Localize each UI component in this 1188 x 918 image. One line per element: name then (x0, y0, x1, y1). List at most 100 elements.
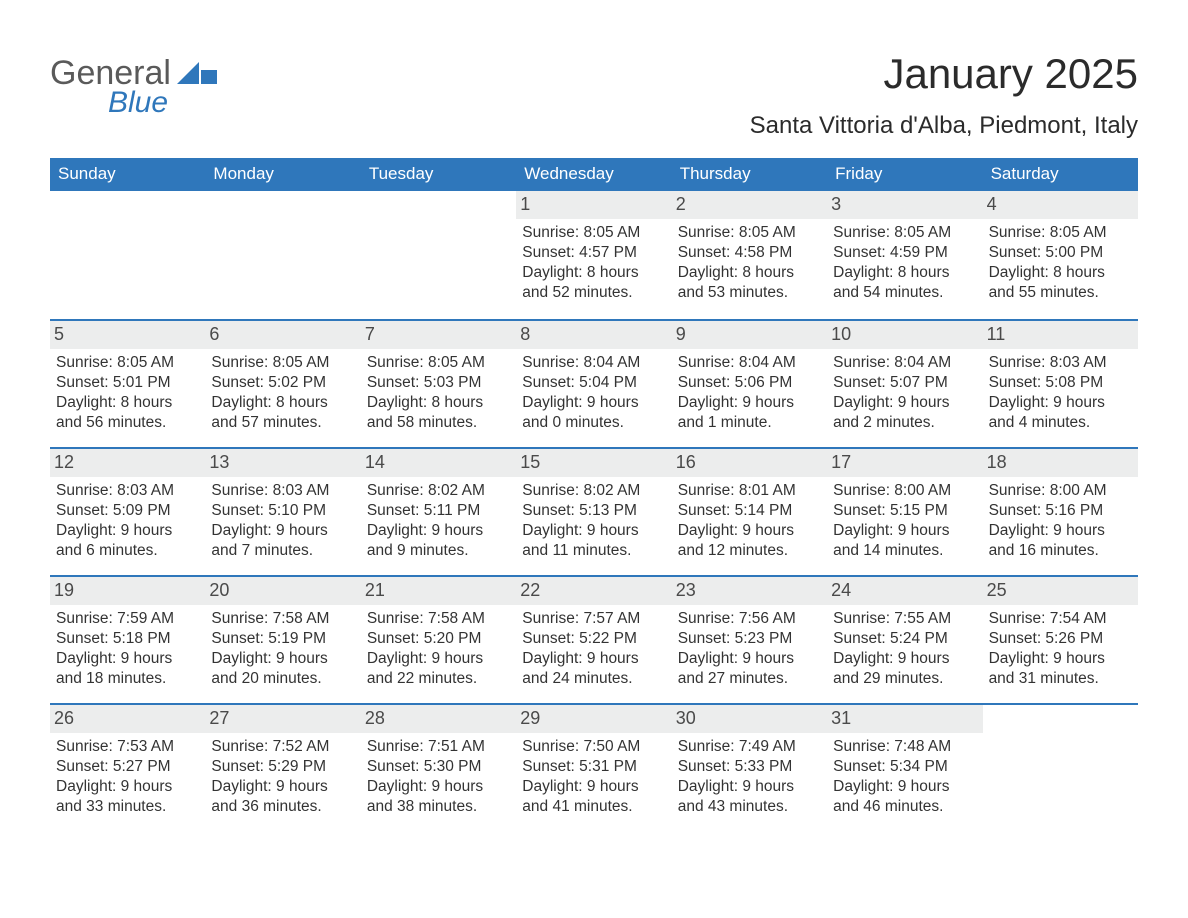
daylight-text: Daylight: 9 hours and 27 minutes. (678, 649, 821, 689)
day-cell: 20Sunrise: 7:58 AMSunset: 5:19 PMDayligh… (205, 577, 360, 703)
day-cell: 13Sunrise: 8:03 AMSunset: 5:10 PMDayligh… (205, 449, 360, 575)
day-number: 4 (983, 191, 1138, 219)
week-row: 26Sunrise: 7:53 AMSunset: 5:27 PMDayligh… (50, 703, 1138, 831)
day-cell: 22Sunrise: 7:57 AMSunset: 5:22 PMDayligh… (516, 577, 671, 703)
sunrise-text: Sunrise: 7:59 AM (56, 609, 199, 629)
daylight-text: Daylight: 8 hours and 54 minutes. (833, 263, 976, 303)
daylight-text: Daylight: 9 hours and 41 minutes. (522, 777, 665, 817)
day-number: 6 (205, 321, 360, 349)
day-cell: 8Sunrise: 8:04 AMSunset: 5:04 PMDaylight… (516, 321, 671, 447)
sunrise-text: Sunrise: 8:04 AM (678, 353, 821, 373)
day-number: 23 (672, 577, 827, 605)
day-cell: 5Sunrise: 8:05 AMSunset: 5:01 PMDaylight… (50, 321, 205, 447)
sunset-text: Sunset: 5:22 PM (522, 629, 665, 649)
day-cell: . (361, 191, 516, 319)
weekday-header: Friday (827, 158, 982, 191)
daylight-text: Daylight: 9 hours and 46 minutes. (833, 777, 976, 817)
day-cell: 9Sunrise: 8:04 AMSunset: 5:06 PMDaylight… (672, 321, 827, 447)
weekday-header: Tuesday (361, 158, 516, 191)
sunset-text: Sunset: 5:13 PM (522, 501, 665, 521)
sunset-text: Sunset: 5:14 PM (678, 501, 821, 521)
day-cell: . (205, 191, 360, 319)
day-cell: 29 Sunrise: 7:50 AMSunset: 5:31 PMDayligh… (516, 705, 671, 831)
sunrise-text: Sunrise: 7:51 AM (367, 737, 510, 757)
day-cell: 26Sunrise: 7:53 AMSunset: 5:27 PMDayligh… (50, 705, 205, 831)
week-row: 19 Sunrise: 7:59 AMSunset: 5:18 PM Dayligh… (50, 575, 1138, 703)
sunset-text: Sunset: 4:58 PM (678, 243, 821, 263)
sunset-text: Sunset: 5:34 PM (833, 757, 976, 777)
sunset-text: Sunset: 5:15 PM (833, 501, 976, 521)
day-number: 9 (672, 321, 827, 349)
day-number: 29 (516, 705, 671, 733)
sunrise-text: Sunrise: 7:58 AM (211, 609, 354, 629)
daylight-text: Daylight: 9 hours and 1 minute. (678, 393, 821, 433)
location-subtitle: Santa Vittoria d'Alba, Piedmont, Italy (750, 112, 1138, 140)
sunset-text: Sunset: 5:10 PM (211, 501, 354, 521)
day-cell: 31Sunrise: 7:48 AMSunset: 5:34 PMDayligh… (827, 705, 982, 831)
day-number: 3 (827, 191, 982, 219)
day-cell: 18Sunrise: 8:00 AMSunset: 5:16 PMDayligh… (983, 449, 1138, 575)
sunrise-text: Sunrise: 7:48 AM (833, 737, 976, 757)
sunrise-text: Sunrise: 8:05 AM (989, 223, 1132, 243)
day-number: 14 (361, 449, 516, 477)
sunrise-text: Sunrise: 7:56 AM (678, 609, 821, 629)
daylight-text: Daylight: 8 hours and 58 minutes. (367, 393, 510, 433)
logo-text-general: General (50, 56, 171, 90)
daylight-text: Daylight: 9 hours and 0 minutes. (522, 393, 665, 433)
sunrise-text: Sunrise: 8:03 AM (56, 481, 199, 501)
sunrise-text: Sunrise: 8:05 AM (522, 223, 665, 243)
sunrise-text: Sunrise: 8:02 AM (522, 481, 665, 501)
sunset-text: Sunset: 4:59 PM (833, 243, 976, 263)
sunrise-text: Sunrise: 7:57 AM (522, 609, 665, 629)
sunrise-text: Sunrise: 8:05 AM (211, 353, 354, 373)
day-number: 19 (50, 577, 205, 605)
week-row: 5Sunrise: 8:05 AMSunset: 5:01 PMDaylight… (50, 319, 1138, 447)
daylight-text: Daylight: 8 hours and 53 minutes. (678, 263, 821, 303)
day-number: 20 (205, 577, 360, 605)
sunrise-text: Sunrise: 8:00 AM (989, 481, 1132, 501)
sunset-text: Sunset: 5:23 PM (678, 629, 821, 649)
sunset-text: Sunset: 5:00 PM (989, 243, 1132, 263)
day-number: 15 (516, 449, 671, 477)
day-number: 24 (827, 577, 982, 605)
day-number: 1 (516, 191, 671, 219)
sunset-text: Sunset: 5:19 PM (211, 629, 354, 649)
sunrise-text: Sunrise: 7:58 AM (367, 609, 510, 629)
page-header: General Blue January 2025 Santa Vittoria… (50, 50, 1138, 140)
sunset-text: Sunset: 5:01 PM (56, 373, 199, 393)
day-cell: 1Sunrise: 8:05 AMSunset: 4:57 PMDaylight… (516, 191, 671, 319)
sunrise-text: Sunrise: 7:50 AM (522, 737, 665, 757)
sunset-text: Sunset: 5:33 PM (678, 757, 821, 777)
day-number: 27 (205, 705, 360, 733)
sunrise-text: Sunrise: 7:54 AM (989, 609, 1132, 629)
calendar: Sunday Monday Tuesday Wednesday Thursday… (50, 158, 1138, 831)
daylight-text: Daylight: 9 hours and 24 minutes. (522, 649, 665, 689)
sunset-text: Sunset: 5:31 PM (522, 757, 665, 777)
day-number: 2 (672, 191, 827, 219)
daylight-text: Daylight: 9 hours and 22 minutes. (367, 649, 510, 689)
weekday-header: Monday (205, 158, 360, 191)
day-cell: 15Sunrise: 8:02 AMSunset: 5:13 PMDayligh… (516, 449, 671, 575)
day-cell: 16Sunrise: 8:01 AMSunset: 5:14 PMDayligh… (672, 449, 827, 575)
sunset-text: Sunset: 5:07 PM (833, 373, 976, 393)
day-cell: 2Sunrise: 8:05 AMSunset: 4:58 PMDaylight… (672, 191, 827, 319)
sunrise-text: Sunrise: 8:05 AM (56, 353, 199, 373)
title-block: January 2025 Santa Vittoria d'Alba, Pied… (750, 50, 1138, 140)
month-title: January 2025 (750, 50, 1138, 98)
day-cell: 14Sunrise: 8:02 AMSunset: 5:11 PMDayligh… (361, 449, 516, 575)
sunrise-text: Sunrise: 7:53 AM (56, 737, 199, 757)
daylight-text: Daylight: 9 hours and 43 minutes. (678, 777, 821, 817)
sunset-text: Sunset: 5:11 PM (367, 501, 510, 521)
sunset-text: Sunset: 5:24 PM (833, 629, 976, 649)
day-cell: 21Sunrise: 7:58 AMSunset: 5:20 PMDayligh… (361, 577, 516, 703)
sunset-text: Sunset: 5:29 PM (211, 757, 354, 777)
daylight-text: Daylight: 9 hours and 33 minutes. (56, 777, 199, 817)
day-number: 7 (361, 321, 516, 349)
daylight-text: Daylight: 9 hours and 16 minutes. (989, 521, 1132, 561)
day-cell: 17Sunrise: 8:00 AMSunset: 5:15 PMDayligh… (827, 449, 982, 575)
day-cell: 23 Sunrise: 7:56 AMSunset: 5:23 PMDayligh… (672, 577, 827, 703)
daylight-text: Daylight: 9 hours and 12 minutes. (678, 521, 821, 561)
daylight-text: Daylight: 8 hours and 56 minutes. (56, 393, 199, 433)
sunset-text: Sunset: 5:18 PM (56, 629, 199, 649)
logo: General Blue (50, 50, 217, 118)
